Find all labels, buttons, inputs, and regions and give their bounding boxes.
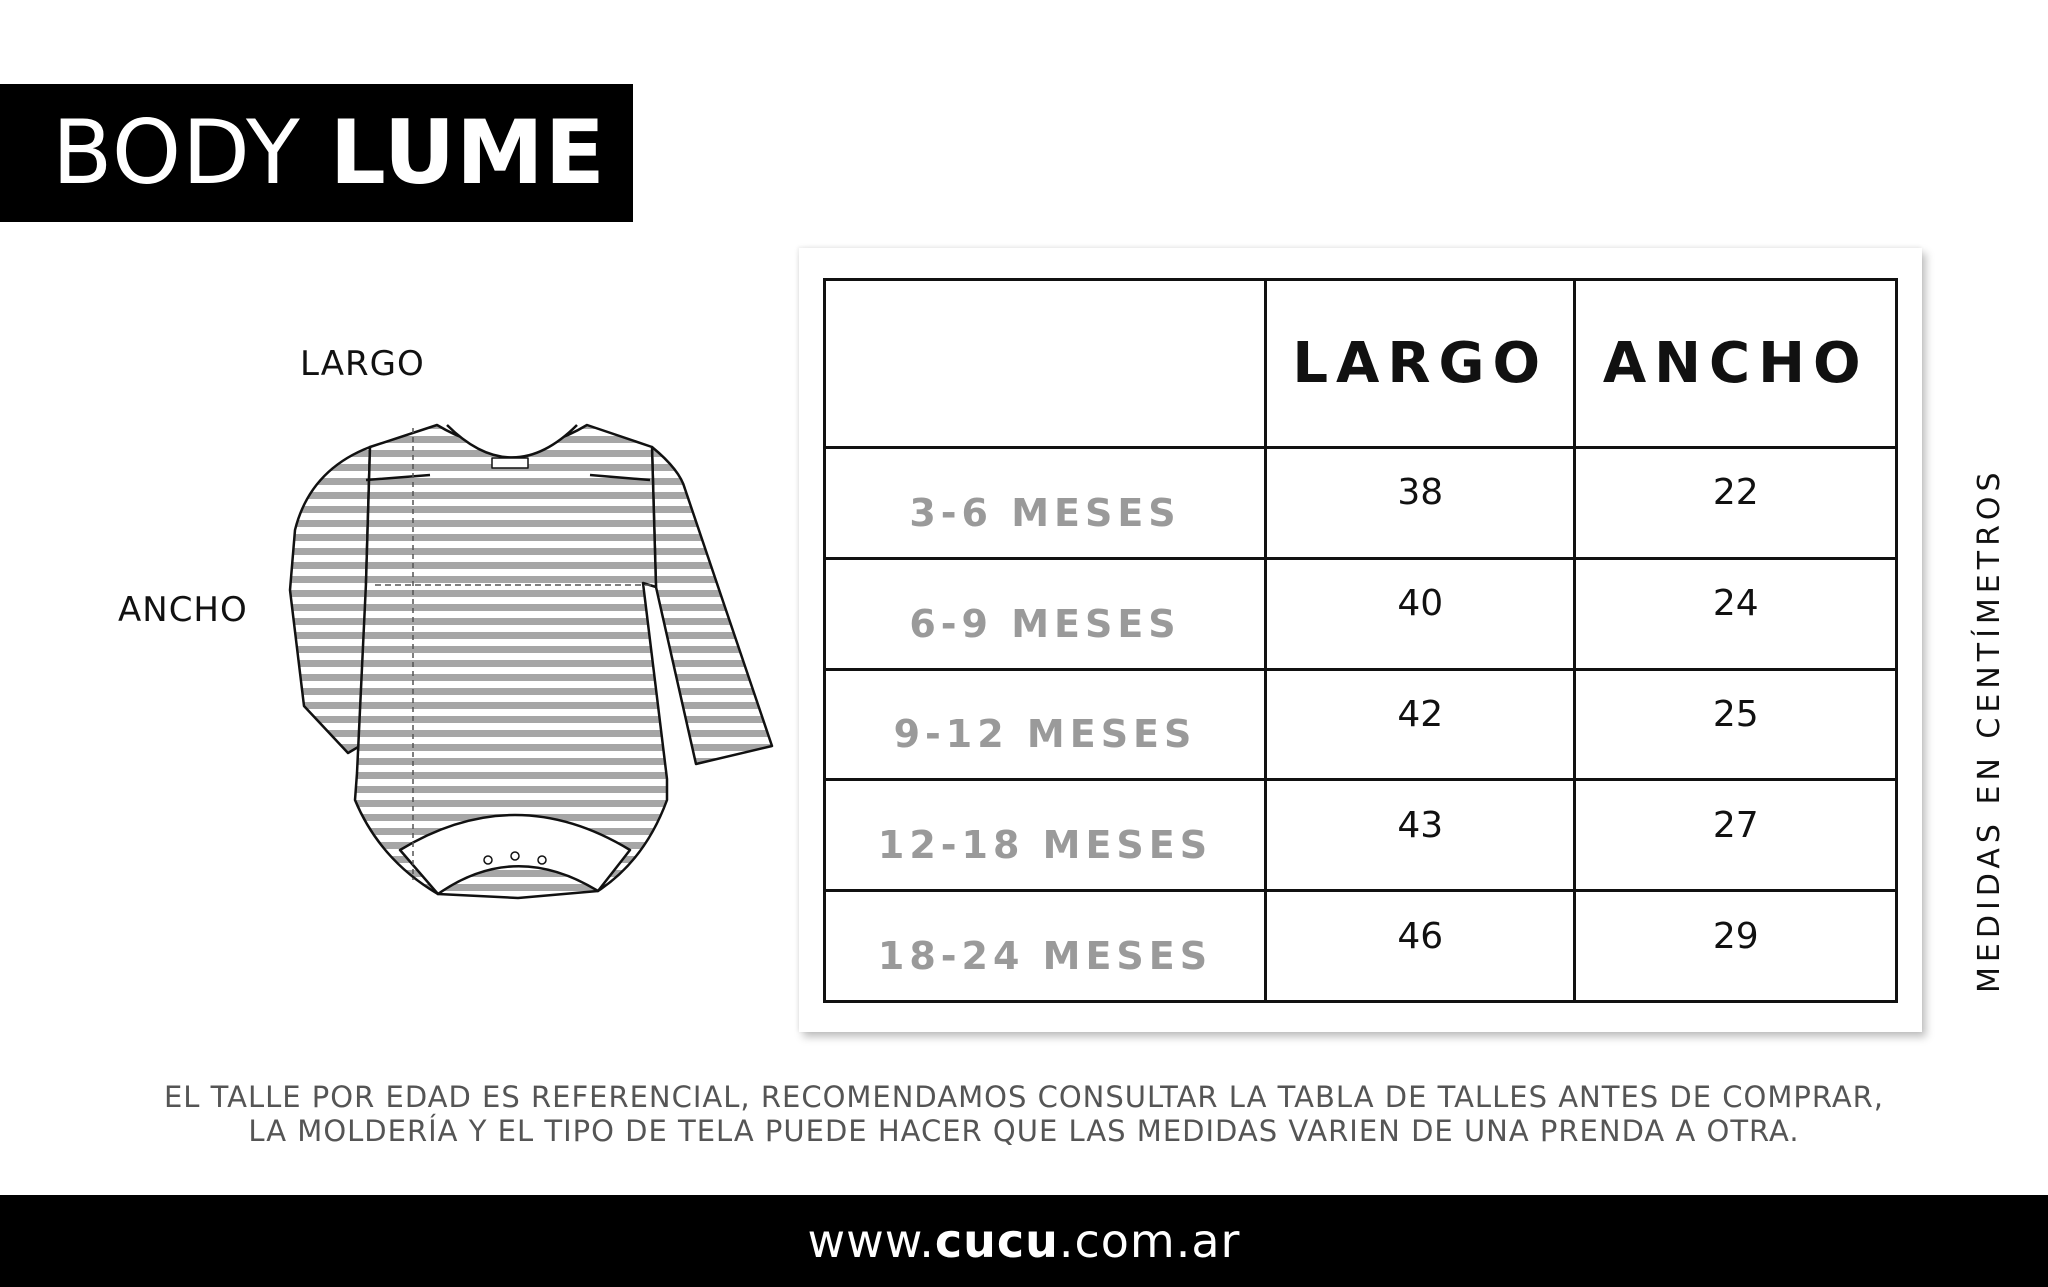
largo-cell: 43 [1263,778,1577,893]
units-note: MEDIDAS EN CENTÍMETROS [1972,467,2007,993]
table-row: 9-12 MESES 42 25 [823,667,1898,782]
product-title: BODY LUME [0,84,633,222]
header-ancho: ANCHO [1573,278,1898,449]
table-row: 18-24 MESES 46 29 [823,889,1898,1003]
largo-cell: 38 [1263,446,1577,560]
largo-cell: 42 [1263,667,1577,782]
ancho-cell: 29 [1573,889,1898,1003]
largo-cell: 40 [1263,556,1577,671]
size-cell: 3-6 MESES [823,446,1267,560]
largo-cell: 46 [1263,889,1577,1003]
header-empty [823,278,1267,449]
ancho-cell: 22 [1573,446,1898,560]
disclaimer-line-2: LA MOLDERÍA Y EL TIPO DE TELA PUEDE HACE… [248,1114,1800,1148]
ancho-label: ANCHO [118,590,248,630]
disclaimer-line-1: EL TALLE POR EDAD ES REFERENCIAL, RECOME… [163,1080,1885,1114]
ancho-cell: 27 [1573,778,1898,893]
ancho-cell: 24 [1573,556,1898,671]
size-cell: 18-24 MESES [823,889,1267,1003]
bodysuit-illustration [288,423,774,900]
table-row: 3-6 MESES 38 22 [823,446,1898,560]
table-row: 12-18 MESES 43 27 [823,778,1898,893]
largo-label: LARGO [300,344,425,384]
url-suffix: .com.ar [1058,1214,1241,1268]
ancho-cell: 25 [1573,667,1898,782]
url-prefix: www. [807,1214,935,1268]
size-table: LARGO ANCHO 3-6 MESES 38 22 6-9 MESES 40 24 … [823,278,1898,1003]
table-header-row: LARGO ANCHO [823,278,1898,449]
table-row: 6-9 MESES 40 24 [823,556,1898,671]
title-bold: LUME [329,101,606,204]
title-light: BODY [52,101,301,204]
right-sleeve [650,445,774,766]
size-cell: 6-9 MESES [823,556,1267,671]
header-largo: LARGO [1263,278,1577,449]
size-cell: 9-12 MESES [823,667,1267,782]
size-cell: 12-18 MESES [823,778,1267,893]
url-brand: cucu [934,1214,1059,1268]
footer-website-link[interactable]: www.cucu.com.ar [0,1195,2048,1287]
